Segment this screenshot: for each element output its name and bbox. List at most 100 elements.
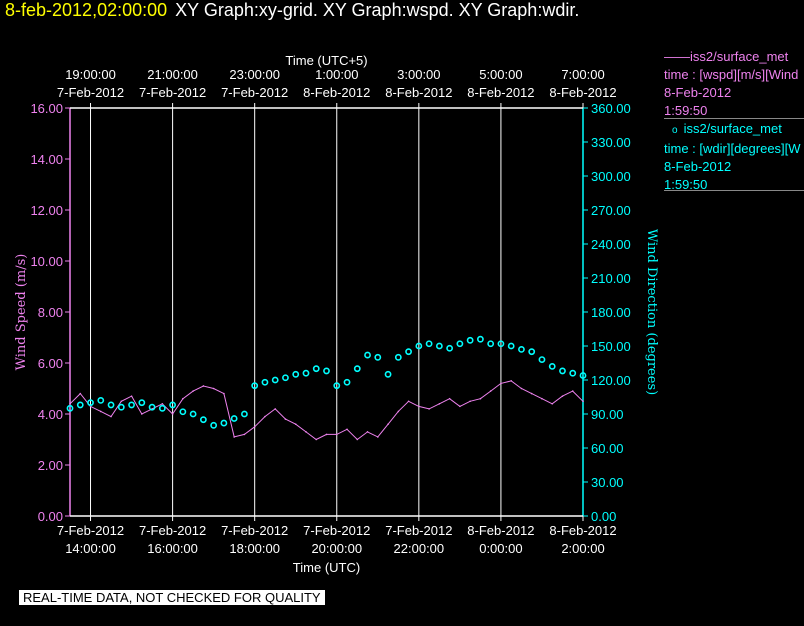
wspd-point bbox=[223, 392, 225, 395]
wdir-point bbox=[415, 342, 423, 350]
axes-layer bbox=[65, 103, 588, 521]
wdir-point bbox=[579, 372, 587, 379]
legend-series-date: 8-Feb-2012 bbox=[664, 159, 732, 174]
wspd-point bbox=[274, 408, 277, 410]
top-tick-time: 1:00:00 bbox=[315, 67, 358, 82]
wdir-point bbox=[405, 348, 412, 356]
wdir-series bbox=[66, 335, 587, 429]
legend-series-date: 8-Feb-2012 bbox=[664, 85, 732, 100]
bottom-tick-date: 8-Feb-2012 bbox=[467, 523, 534, 538]
wdir-point bbox=[312, 365, 320, 373]
top-tick-date: 8-Feb-2012 bbox=[303, 85, 370, 100]
legend-circle-icon: o bbox=[672, 125, 678, 136]
wdir-point bbox=[97, 396, 105, 404]
bottom-tick-time: 22:00:00 bbox=[394, 541, 445, 556]
wspd-point bbox=[120, 400, 123, 403]
bottom-tick-time: 2:00:00 bbox=[561, 541, 604, 556]
wspd-point bbox=[479, 397, 482, 400]
wspd-point bbox=[202, 385, 205, 387]
wspd-point bbox=[500, 382, 502, 385]
top-tick-time: 3:00:00 bbox=[397, 67, 440, 82]
wdir-point bbox=[333, 382, 341, 390]
left-tick-label: 0.00 bbox=[38, 509, 63, 524]
timestamp-label: 8-feb-2012,02:00:00 bbox=[5, 0, 168, 20]
wdir-point bbox=[353, 365, 361, 373]
wdir-point bbox=[158, 404, 166, 412]
legend-series-time: 1:59:50 bbox=[664, 177, 708, 192]
left-tick-label: 16.00 bbox=[30, 101, 63, 116]
wspd-point bbox=[233, 436, 235, 438]
right-tick-label: 240.00 bbox=[591, 237, 631, 252]
wdir-point bbox=[394, 353, 402, 361]
wdir-point bbox=[384, 370, 392, 378]
wdir-point bbox=[169, 401, 176, 409]
wspd-point bbox=[141, 413, 143, 415]
wspd-point bbox=[407, 400, 410, 403]
wdir-point bbox=[107, 401, 115, 409]
wdir-point bbox=[538, 356, 546, 363]
bottom-tick-time: 0:00:00 bbox=[479, 541, 522, 556]
wdir-point bbox=[487, 340, 495, 348]
wspd-point bbox=[182, 397, 184, 400]
y-axis-title-right: Wind Direction (degrees) bbox=[644, 229, 659, 395]
wspd-point bbox=[335, 433, 338, 436]
wdir-point bbox=[476, 335, 484, 343]
right-tick-label: 210.00 bbox=[591, 271, 631, 286]
wspd-point bbox=[551, 403, 554, 405]
wspd-point bbox=[325, 433, 328, 436]
legend-line-icon: —— bbox=[664, 49, 690, 64]
chart-header: 8-feb-2012,02:00:00 XY Graph:xy-grid. XY … bbox=[5, 0, 579, 21]
right-tick-label: 0.00 bbox=[591, 509, 616, 524]
wdir-point bbox=[138, 399, 146, 407]
wdir-point bbox=[548, 362, 556, 370]
left-tick-label: 10.00 bbox=[30, 254, 63, 269]
wspd-point bbox=[469, 400, 471, 403]
legend-wdir: o iss2/surface_met time : [wdir][degrees]… bbox=[664, 120, 804, 194]
wdir-point bbox=[179, 408, 187, 416]
bottom-tick-time: 18:00:00 bbox=[229, 541, 280, 556]
bottom-tick-date: 7-Feb-2012 bbox=[385, 523, 452, 538]
grid-layer bbox=[90, 108, 502, 516]
wspd-series bbox=[69, 380, 584, 441]
legend-divider bbox=[664, 118, 804, 119]
bottom-tick-date: 7-Feb-2012 bbox=[303, 523, 370, 538]
legend-series-name: iss2/surface_met bbox=[683, 121, 782, 136]
wdir-point bbox=[435, 342, 443, 350]
wdir-point bbox=[261, 378, 269, 386]
wspd-point bbox=[294, 423, 297, 426]
wdir-point bbox=[199, 416, 207, 424]
right-tick-label: 120.00 bbox=[591, 373, 631, 388]
right-tick-label: 330.00 bbox=[591, 135, 631, 150]
right-tick-label: 360.00 bbox=[591, 101, 631, 116]
wdir-point bbox=[497, 340, 505, 348]
top-tick-time: 23:00:00 bbox=[229, 67, 280, 82]
wspd-line bbox=[69, 380, 584, 441]
top-tick-time: 21:00:00 bbox=[147, 67, 198, 82]
top-tick-date: 8-Feb-2012 bbox=[467, 85, 534, 100]
legend-series-name: iss2/surface_met bbox=[690, 49, 789, 64]
wdir-point bbox=[189, 410, 197, 418]
wspd-point bbox=[161, 403, 164, 405]
right-tick-label: 300.00 bbox=[591, 169, 631, 184]
top-tick-date: 7-Feb-2012 bbox=[221, 85, 288, 100]
wspd-point bbox=[305, 431, 307, 433]
wspd-point bbox=[253, 425, 256, 428]
bottom-tick-date: 7-Feb-2012 bbox=[139, 523, 206, 538]
wspd-point bbox=[489, 390, 492, 392]
right-tick-label: 180.00 bbox=[591, 305, 631, 320]
wspd-point bbox=[130, 395, 133, 397]
bottom-tick-date: 7-Feb-2012 bbox=[57, 523, 124, 538]
wspd-point bbox=[315, 438, 318, 441]
wspd-point bbox=[243, 433, 246, 436]
legend-divider bbox=[664, 190, 804, 191]
wdir-point bbox=[323, 367, 330, 375]
wdir-point bbox=[292, 370, 300, 378]
x-axis-title-top: Time (UTC+5) bbox=[285, 53, 367, 68]
wdir-point bbox=[66, 404, 74, 412]
wspd-point bbox=[418, 405, 420, 408]
right-tick-label: 270.00 bbox=[591, 203, 631, 218]
graph-titles: XY Graph:xy-grid. XY Graph:wspd. XY Grap… bbox=[175, 0, 580, 20]
wdir-point bbox=[446, 344, 454, 352]
wspd-point bbox=[428, 408, 430, 410]
